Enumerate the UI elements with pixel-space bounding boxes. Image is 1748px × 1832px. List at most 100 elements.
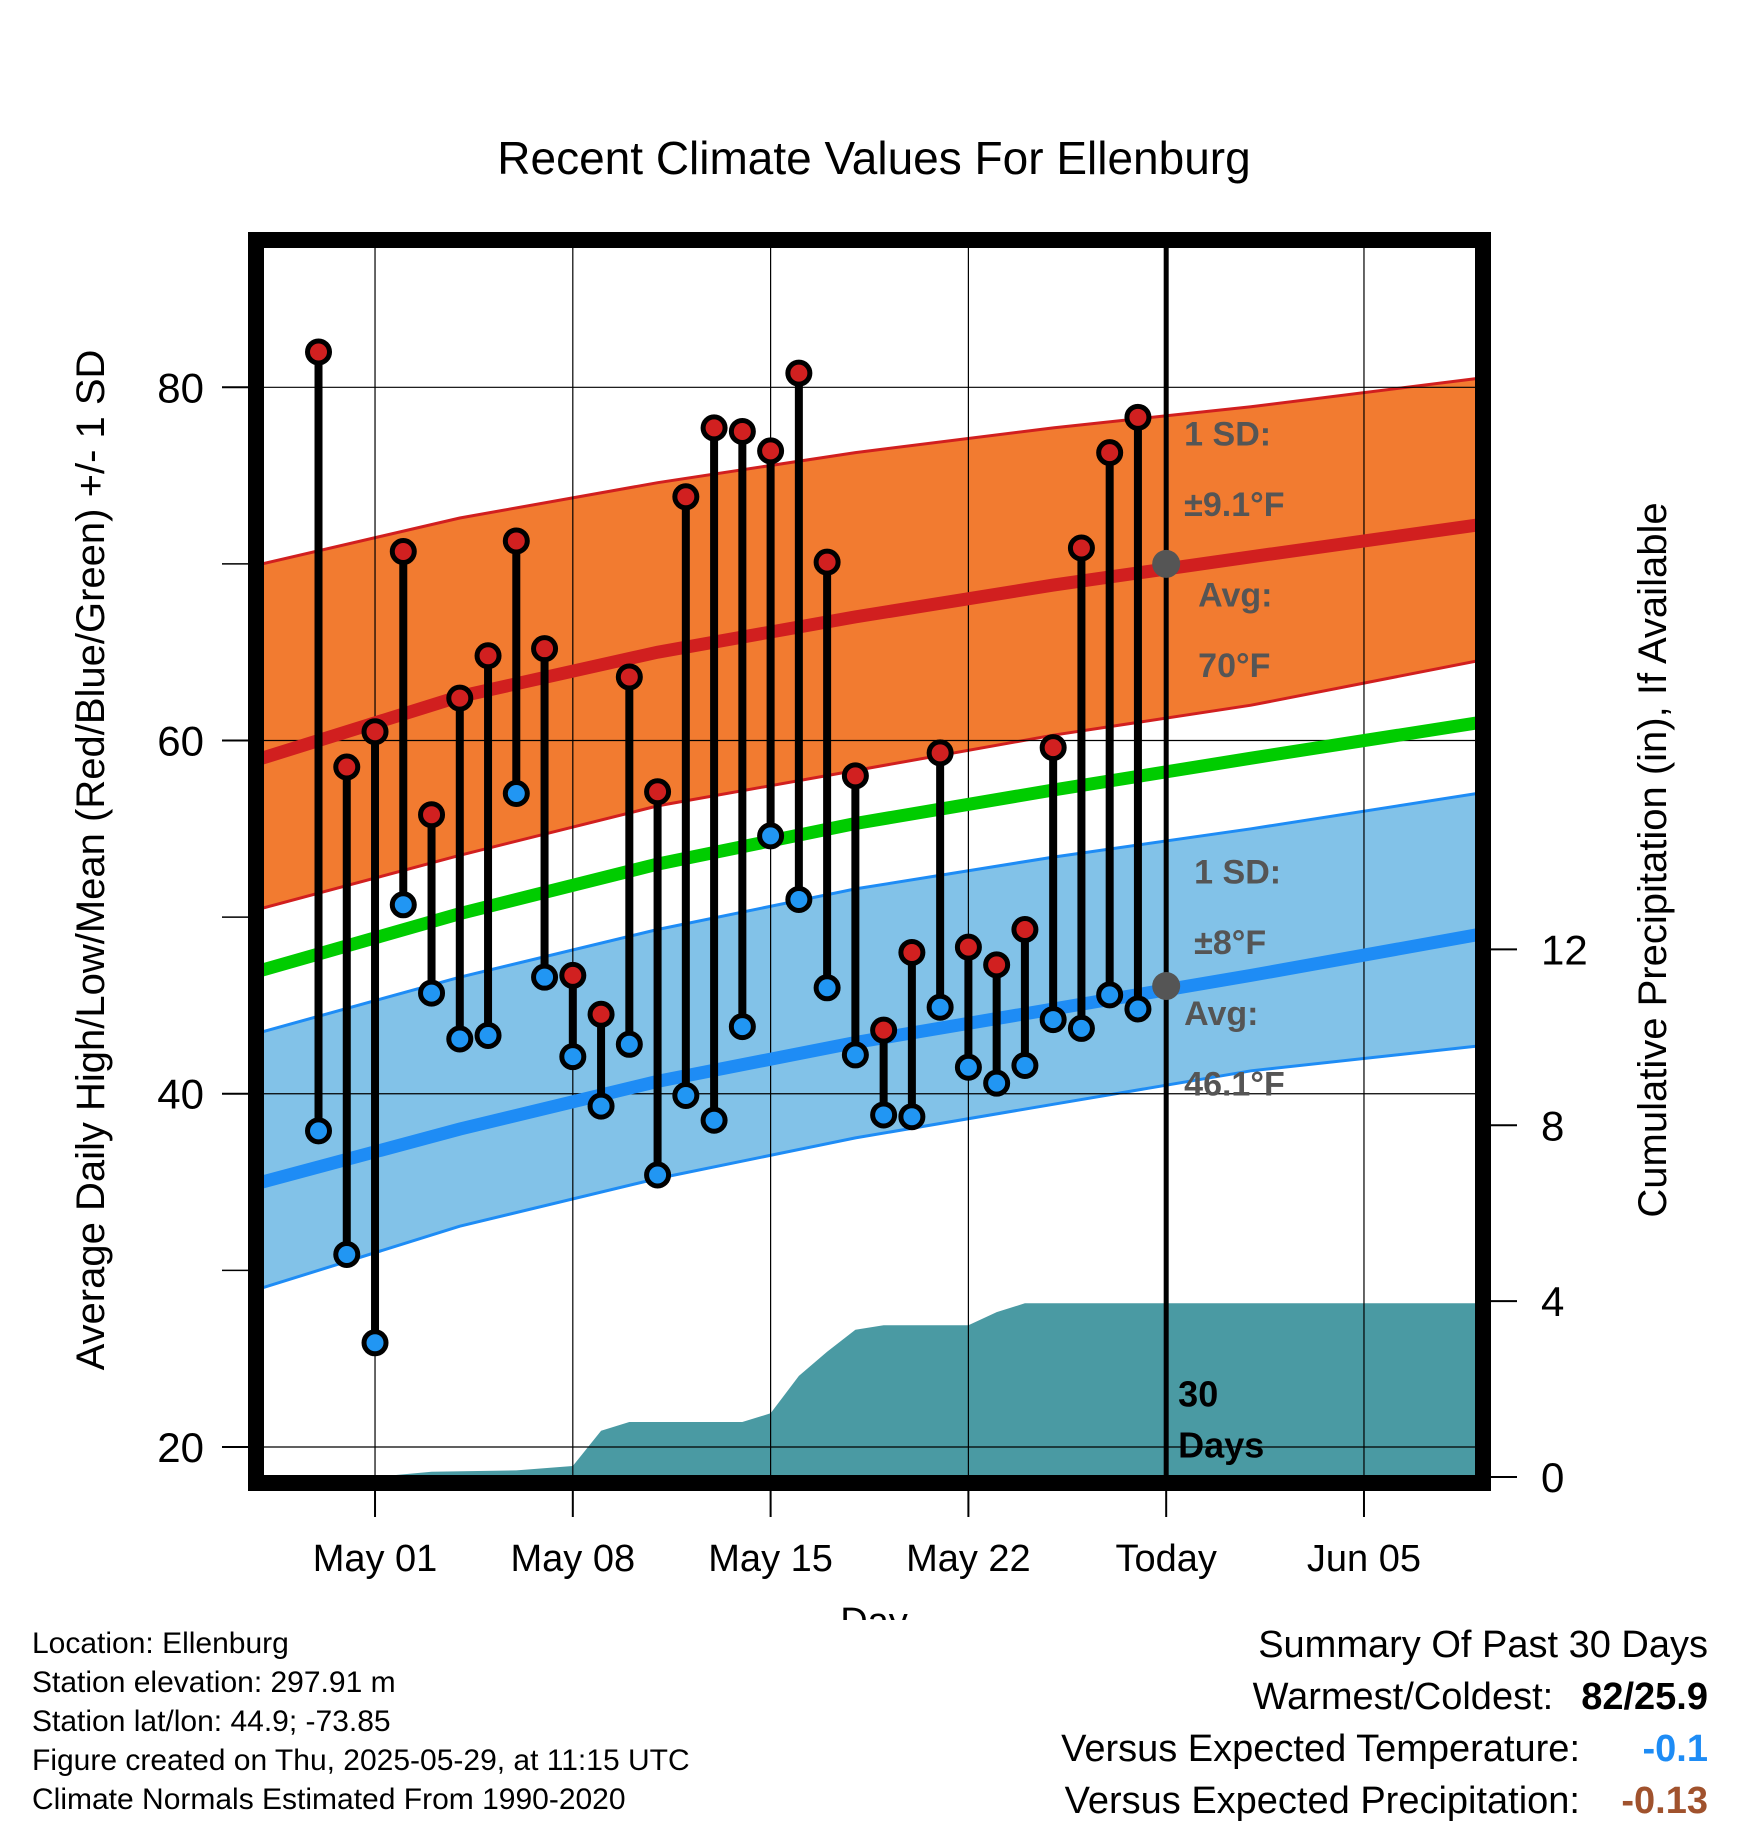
high-marker <box>785 359 813 387</box>
plot-frame <box>248 232 1491 1491</box>
x-tick-label: Jun 05 <box>1307 1538 1421 1580</box>
low-sd-label: 1 SD: <box>1194 854 1281 892</box>
y-tick-label: 40 <box>157 1071 204 1118</box>
high-sd-band <box>262 378 1477 909</box>
days-word: Days <box>1178 1425 1264 1466</box>
low-marker <box>1096 981 1124 1009</box>
high-marker <box>813 548 841 576</box>
low-avg-value: 46.1°F <box>1184 1066 1285 1104</box>
y-axis-label: Average Daily High/Low/Mean (Red/Blue/Gr… <box>69 350 113 1371</box>
low-marker <box>361 1329 389 1357</box>
x-tick-label: May 01 <box>313 1538 438 1580</box>
temp-row: Versus Expected Temperature: -0.1 <box>1061 1728 1708 1780</box>
y2-tick-label: 12 <box>1541 926 1588 973</box>
y-tick-label: 80 <box>157 364 204 411</box>
warmest-value: 82/25.9 <box>1581 1676 1708 1718</box>
temp-label: Versus Expected Temperature: <box>1061 1728 1580 1770</box>
today-high-avg-dot <box>1152 549 1181 578</box>
low-marker <box>926 993 954 1021</box>
y-tick-label: 60 <box>157 718 204 765</box>
normals-text: Climate Normals Estimated From 1990-2020 <box>32 1783 626 1816</box>
today-low-avg-dot <box>1152 972 1181 1001</box>
high-marker <box>757 437 785 465</box>
low-marker <box>446 1025 474 1053</box>
climate-chart: Recent Climate Values For Ellenburg 1 SD… <box>69 132 1675 1620</box>
high-marker <box>870 1016 898 1044</box>
high-marker <box>615 663 643 691</box>
y-tick-label: 20 <box>157 1424 204 1471</box>
low-marker <box>389 891 417 919</box>
x-tick-label: May 08 <box>511 1538 636 1580</box>
precip-row: Versus Expected Precipitation: -0.13 <box>1061 1780 1708 1832</box>
high-marker <box>983 951 1011 979</box>
low-marker <box>728 1013 756 1041</box>
precip-value: -0.13 <box>1621 1780 1708 1822</box>
high-marker <box>559 961 587 989</box>
x-tick-label: May 15 <box>708 1538 833 1580</box>
low-marker <box>785 885 813 913</box>
low-marker <box>983 1069 1011 1097</box>
low-marker <box>841 1041 869 1069</box>
high-marker <box>1067 534 1095 562</box>
high-marker <box>531 635 559 663</box>
low-marker <box>954 1053 982 1081</box>
low-sd-value: ±8°F <box>1194 924 1266 962</box>
high-marker <box>926 739 954 767</box>
low-marker <box>672 1082 700 1110</box>
high-avg-value: 70°F <box>1198 647 1270 685</box>
high-marker <box>841 762 869 790</box>
warmest-row: Warmest/Coldest: 82/25.9 <box>1061 1676 1708 1728</box>
high-marker <box>1011 915 1039 943</box>
high-sd-upper-line <box>262 377 1477 566</box>
plot-area <box>262 246 1477 1477</box>
low-marker <box>1124 995 1152 1023</box>
high-marker <box>700 414 728 442</box>
summary-panel: Summary Of Past 30 Days Warmest/Coldest:… <box>1061 1624 1708 1832</box>
low-marker <box>531 963 559 991</box>
chart-title: Recent Climate Values For Ellenburg <box>497 132 1250 184</box>
low-marker <box>870 1101 898 1129</box>
y2-tick-label: 0 <box>1541 1454 1564 1501</box>
x-tick-label: May 22 <box>906 1538 1031 1580</box>
low-marker <box>333 1240 361 1268</box>
location-text: Location: Ellenburg <box>32 1627 289 1660</box>
low-marker <box>813 974 841 1002</box>
precip-label: Versus Expected Precipitation: <box>1064 1780 1580 1822</box>
high-marker <box>898 938 926 966</box>
x-axis-label: Day <box>840 1601 908 1620</box>
high-marker <box>474 642 502 670</box>
low-marker <box>1011 1051 1039 1079</box>
latlon-text: Station lat/lon: 44.9; -73.85 <box>32 1705 391 1738</box>
low-marker <box>1039 1006 1067 1034</box>
precip-area <box>375 1303 1477 1477</box>
summary-title-row: Summary Of Past 30 Days <box>1061 1624 1708 1676</box>
high-marker <box>644 778 672 806</box>
x-tick-label: Today <box>1115 1538 1216 1580</box>
elevation-text: Station elevation: 297.91 m <box>32 1666 396 1699</box>
warmest-label: Warmest/Coldest: <box>1252 1676 1554 1718</box>
high-marker <box>1039 734 1067 762</box>
high-marker <box>502 527 530 555</box>
created-text: Figure created on Thu, 2025-05-29, at 11… <box>32 1744 690 1777</box>
high-marker <box>418 801 446 829</box>
low-marker <box>305 1117 333 1145</box>
y2-axis-label: Cumulative Precipitation (in), If Availa… <box>1631 502 1675 1217</box>
high-sd-label: 1 SD: <box>1184 416 1271 454</box>
low-sd-lower-line <box>262 1044 1477 1290</box>
low-marker <box>700 1106 728 1134</box>
high-marker <box>1096 439 1124 467</box>
y2-tick-label: 8 <box>1541 1102 1564 1149</box>
high-marker <box>305 338 333 366</box>
plot-layers: 1 SD: ±9.1°F Avg: 70°F 1 SD: ±8°F Avg: 46.1°F 30… <box>157 232 1588 1580</box>
high-marker <box>333 753 361 781</box>
low-marker <box>418 979 446 1007</box>
low-marker <box>559 1043 587 1071</box>
high-sd-value: ±9.1°F <box>1184 486 1284 524</box>
low-marker <box>587 1092 615 1120</box>
temp-value: -0.1 <box>1642 1728 1708 1770</box>
low-marker <box>757 822 785 850</box>
high-marker <box>361 718 389 746</box>
high-marker <box>954 933 982 961</box>
high-marker <box>446 684 474 712</box>
low-marker <box>898 1103 926 1131</box>
